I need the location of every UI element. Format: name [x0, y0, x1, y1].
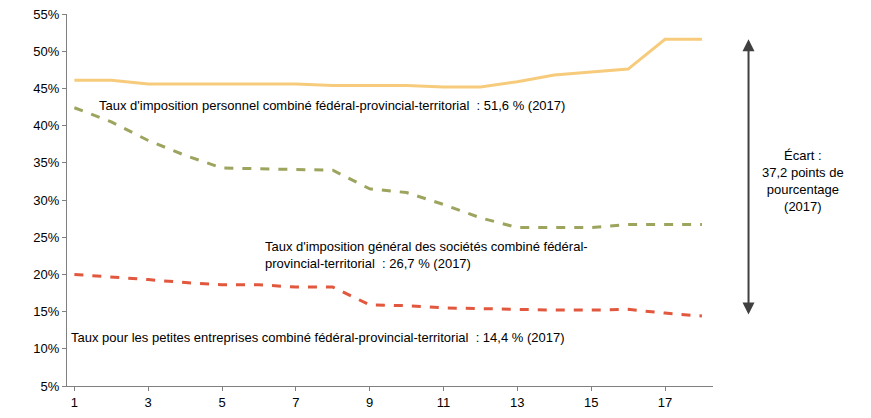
svg-text:20%: 20% [33, 267, 59, 282]
svg-text:Écart :37,2 points depourcenta: Écart :37,2 points depourcentage(2017) [762, 148, 844, 214]
svg-text:25%: 25% [33, 230, 59, 245]
svg-text:Taux d'imposition personnel co: Taux d'imposition personnel combiné fédé… [99, 98, 565, 113]
svg-text:45%: 45% [33, 81, 59, 96]
svg-text:Taux d'imposition général des: Taux d'imposition général des sociétés c… [265, 239, 588, 271]
svg-text:35%: 35% [33, 155, 59, 170]
svg-text:30%: 30% [33, 193, 59, 208]
svg-text:13: 13 [510, 395, 524, 410]
svg-text:11: 11 [437, 395, 451, 410]
svg-text:Taux pour les petites entrepri: Taux pour les petites entreprises combin… [71, 330, 565, 345]
svg-text:15%: 15% [33, 304, 59, 319]
svg-text:55%: 55% [33, 7, 59, 22]
svg-text:10%: 10% [33, 341, 59, 356]
svg-text:5: 5 [218, 395, 225, 410]
svg-text:9: 9 [366, 395, 373, 410]
svg-text:40%: 40% [33, 118, 59, 133]
svg-text:17: 17 [658, 395, 672, 410]
svg-text:3: 3 [145, 395, 152, 410]
svg-text:5%: 5% [41, 379, 60, 394]
svg-text:50%: 50% [33, 44, 59, 59]
svg-text:7: 7 [292, 395, 299, 410]
svg-text:1: 1 [71, 395, 78, 410]
svg-text:15: 15 [584, 395, 598, 410]
